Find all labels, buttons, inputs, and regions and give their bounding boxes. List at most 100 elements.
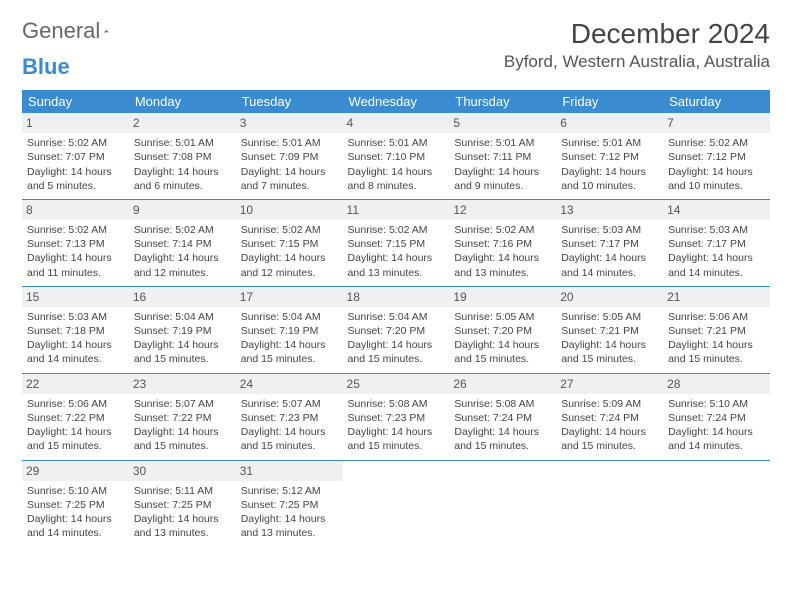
sunrise-text: Sunrise: 5:08 AM bbox=[454, 397, 551, 411]
daylight-text: Daylight: 14 hours bbox=[668, 425, 765, 439]
daylight-text: Daylight: 14 hours bbox=[27, 425, 124, 439]
daylight-text: and 15 minutes. bbox=[241, 352, 338, 366]
day-number: 15 bbox=[22, 287, 129, 307]
sunset-text: Sunset: 7:12 PM bbox=[668, 150, 765, 164]
sunrise-text: Sunrise: 5:10 AM bbox=[27, 484, 124, 498]
daylight-text: and 10 minutes. bbox=[668, 179, 765, 193]
sunset-text: Sunset: 7:20 PM bbox=[348, 324, 445, 338]
sunset-text: Sunset: 7:24 PM bbox=[454, 411, 551, 425]
day-number: 5 bbox=[449, 113, 556, 133]
daylight-text: and 15 minutes. bbox=[348, 352, 445, 366]
sunrise-text: Sunrise: 5:01 AM bbox=[134, 136, 231, 150]
calendar-day-cell: 25Sunrise: 5:08 AMSunset: 7:23 PMDayligh… bbox=[343, 373, 450, 459]
sunset-text: Sunset: 7:22 PM bbox=[134, 411, 231, 425]
sunrise-text: Sunrise: 5:06 AM bbox=[27, 397, 124, 411]
sunrise-text: Sunrise: 5:03 AM bbox=[27, 310, 124, 324]
calendar-day-cell: 19Sunrise: 5:05 AMSunset: 7:20 PMDayligh… bbox=[449, 286, 556, 372]
sunset-text: Sunset: 7:24 PM bbox=[561, 411, 658, 425]
day-number: 27 bbox=[556, 374, 663, 394]
day-number: 23 bbox=[129, 374, 236, 394]
day-number: 4 bbox=[343, 113, 450, 133]
sunset-text: Sunset: 7:13 PM bbox=[27, 237, 124, 251]
daylight-text: and 15 minutes. bbox=[27, 439, 124, 453]
daylight-text: Daylight: 14 hours bbox=[241, 512, 338, 526]
calendar-table: SundayMondayTuesdayWednesdayThursdayFrid… bbox=[22, 90, 770, 546]
weekday-header: Friday bbox=[556, 90, 663, 113]
calendar-week-row: 1Sunrise: 5:02 AMSunset: 7:07 PMDaylight… bbox=[22, 113, 770, 199]
calendar-day-cell: 5Sunrise: 5:01 AMSunset: 7:11 PMDaylight… bbox=[449, 113, 556, 199]
sunset-text: Sunset: 7:15 PM bbox=[241, 237, 338, 251]
daylight-text: and 14 minutes. bbox=[27, 352, 124, 366]
sunrise-text: Sunrise: 5:02 AM bbox=[134, 223, 231, 237]
day-number: 7 bbox=[663, 113, 770, 133]
sunset-text: Sunset: 7:18 PM bbox=[27, 324, 124, 338]
daylight-text: and 15 minutes. bbox=[561, 352, 658, 366]
sunset-text: Sunset: 7:09 PM bbox=[241, 150, 338, 164]
weekday-header: Saturday bbox=[663, 90, 770, 113]
daylight-text: Daylight: 14 hours bbox=[134, 338, 231, 352]
calendar-week-row: 15 Sunrise: 5:03 AMSunset: 7:18 PM Dayligh… bbox=[22, 286, 770, 372]
day-number: 17 bbox=[236, 287, 343, 307]
daylight-text: Daylight: 14 hours bbox=[134, 251, 231, 265]
daylight-text: Daylight: 14 hours bbox=[27, 512, 124, 526]
daylight-text: and 7 minutes. bbox=[241, 179, 338, 193]
sunset-text: Sunset: 7:07 PM bbox=[27, 150, 124, 164]
sunset-text: Sunset: 7:21 PM bbox=[561, 324, 658, 338]
day-number: 29 bbox=[22, 461, 129, 481]
sunrise-text: Sunrise: 5:02 AM bbox=[27, 136, 124, 150]
daylight-text: and 15 minutes. bbox=[454, 352, 551, 366]
weekday-header: Sunday bbox=[22, 90, 129, 113]
daylight-text: and 15 minutes. bbox=[454, 439, 551, 453]
brand-word1: General bbox=[22, 18, 100, 44]
day-number: 12 bbox=[449, 200, 556, 220]
sunrise-text: Sunrise: 5:07 AM bbox=[134, 397, 231, 411]
sunset-text: Sunset: 7:11 PM bbox=[454, 150, 551, 164]
calendar-day-cell: 16Sunrise: 5:04 AMSunset: 7:19 PMDayligh… bbox=[129, 286, 236, 372]
weekday-header-row: SundayMondayTuesdayWednesdayThursdayFrid… bbox=[22, 90, 770, 113]
daylight-text: Daylight: 14 hours bbox=[348, 425, 445, 439]
daylight-text: Daylight: 14 hours bbox=[668, 338, 765, 352]
daylight-text: Daylight: 14 hours bbox=[241, 251, 338, 265]
brand-word2: Blue bbox=[22, 54, 70, 80]
sunrise-text: Sunrise: 5:01 AM bbox=[348, 136, 445, 150]
daylight-text: and 11 minutes. bbox=[27, 266, 124, 280]
calendar-empty-cell bbox=[556, 460, 663, 546]
daylight-text: Daylight: 14 hours bbox=[454, 165, 551, 179]
daylight-text: Daylight: 14 hours bbox=[454, 338, 551, 352]
calendar-day-cell: 22Sunrise: 5:06 AMSunset: 7:22 PMDayligh… bbox=[22, 373, 129, 459]
sunrise-text: Sunrise: 5:02 AM bbox=[241, 223, 338, 237]
sunrise-text: Sunrise: 5:04 AM bbox=[241, 310, 338, 324]
daylight-text: and 13 minutes. bbox=[348, 266, 445, 280]
sunrise-text: Sunrise: 5:11 AM bbox=[134, 484, 231, 498]
calendar-day-cell: 12Sunrise: 5:02 AMSunset: 7:16 PMDayligh… bbox=[449, 199, 556, 285]
calendar-day-cell: 27Sunrise: 5:09 AMSunset: 7:24 PMDayligh… bbox=[556, 373, 663, 459]
calendar-week-row: 29Sunrise: 5:10 AMSunset: 7:25 PMDayligh… bbox=[22, 460, 770, 546]
daylight-text: Daylight: 14 hours bbox=[668, 165, 765, 179]
daylight-text: and 14 minutes. bbox=[561, 266, 658, 280]
day-number: 24 bbox=[236, 374, 343, 394]
daylight-text: and 15 minutes. bbox=[561, 439, 658, 453]
daylight-text: and 14 minutes. bbox=[668, 266, 765, 280]
daylight-text: and 13 minutes. bbox=[241, 526, 338, 540]
daylight-text: Daylight: 14 hours bbox=[348, 251, 445, 265]
day-number: 1 bbox=[22, 113, 129, 133]
sunset-text: Sunset: 7:17 PM bbox=[561, 237, 658, 251]
sunset-text: Sunset: 7:14 PM bbox=[134, 237, 231, 251]
daylight-text: Daylight: 14 hours bbox=[348, 338, 445, 352]
calendar-day-cell: 17Sunrise: 5:04 AMSunset: 7:19 PMDayligh… bbox=[236, 286, 343, 372]
daylight-text: and 14 minutes. bbox=[27, 526, 124, 540]
calendar-day-cell: 3Sunrise: 5:01 AMSunset: 7:09 PMDaylight… bbox=[236, 113, 343, 199]
daylight-text: Daylight: 14 hours bbox=[454, 425, 551, 439]
day-number: 18 bbox=[343, 287, 450, 307]
daylight-text: Daylight: 14 hours bbox=[27, 165, 124, 179]
daylight-text: Daylight: 14 hours bbox=[241, 338, 338, 352]
sunrise-text: Sunrise: 5:07 AM bbox=[241, 397, 338, 411]
sunset-text: Sunset: 7:19 PM bbox=[134, 324, 231, 338]
calendar-empty-cell bbox=[663, 460, 770, 546]
sunset-text: Sunset: 7:23 PM bbox=[348, 411, 445, 425]
calendar-day-cell: 29Sunrise: 5:10 AMSunset: 7:25 PMDayligh… bbox=[22, 460, 129, 546]
sunrise-text: Sunrise: 5:08 AM bbox=[348, 397, 445, 411]
daylight-text: and 15 minutes. bbox=[241, 439, 338, 453]
sunset-text: Sunset: 7:23 PM bbox=[241, 411, 338, 425]
day-number: 31 bbox=[236, 461, 343, 481]
